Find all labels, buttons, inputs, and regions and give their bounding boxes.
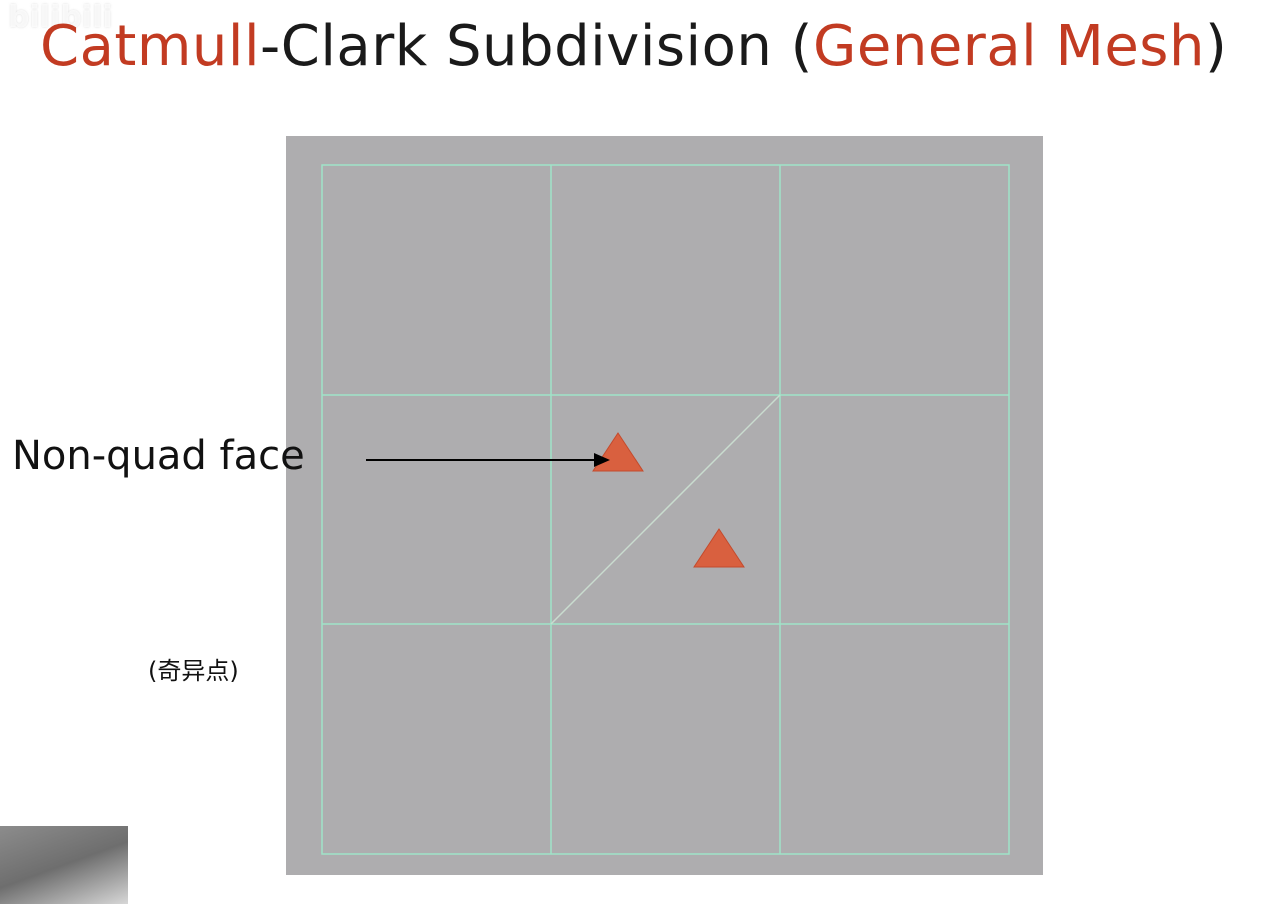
non-quad-face-label: Non-quad face bbox=[12, 433, 305, 479]
triangle-marker-lower bbox=[693, 528, 745, 568]
title-part-close: ) bbox=[1204, 14, 1228, 79]
title-part-clark: -Clark Subdivision ( bbox=[260, 14, 814, 79]
title-part-general-mesh: General Mesh bbox=[813, 14, 1205, 79]
mesh-grid bbox=[321, 164, 1010, 855]
slide-title: Catmull-Clark Subdivision (General Mesh) bbox=[40, 10, 1227, 84]
mesh-border bbox=[321, 164, 1010, 855]
presenter-webcam-thumbnail bbox=[0, 826, 128, 904]
watermark-logo: bilibili bbox=[8, 0, 113, 35]
singular-point-note: (奇异点) bbox=[148, 657, 239, 685]
title-part-catmull: Catmull bbox=[40, 14, 261, 79]
mesh-diagram bbox=[286, 136, 1043, 875]
mesh-svg bbox=[321, 164, 1010, 855]
triangle-marker-upper bbox=[592, 432, 644, 472]
mesh-diagonal-edge bbox=[550, 394, 781, 625]
